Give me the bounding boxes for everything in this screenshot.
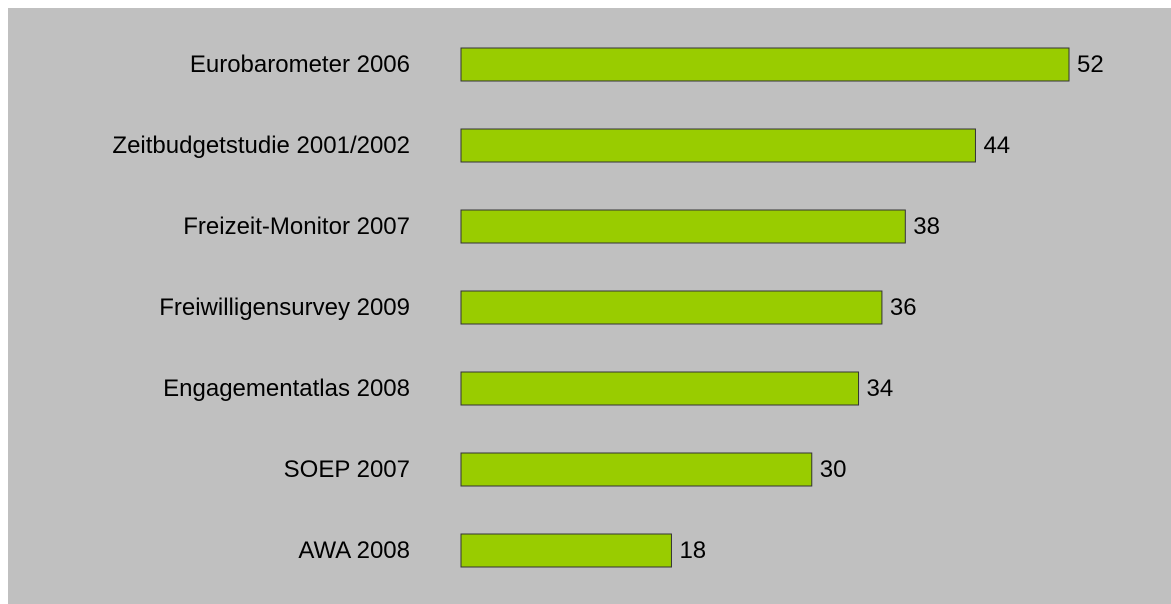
category-label: Engagementatlas 2008	[163, 375, 410, 402]
bar	[460, 452, 813, 487]
category-label: AWA 2008	[298, 537, 410, 564]
value-label: 36	[890, 294, 917, 321]
category-label: Eurobarometer 2006	[190, 51, 410, 78]
bar	[460, 290, 883, 325]
category-label: Zeitbudgetstudie 2001/2002	[112, 132, 410, 159]
bar	[460, 128, 976, 163]
category-label: SOEP 2007	[284, 456, 410, 483]
category-label: Freiwilligensurvey 2009	[159, 294, 410, 321]
value-label: 44	[983, 132, 1010, 159]
bar	[460, 47, 1070, 82]
value-label: 52	[1077, 51, 1104, 78]
category-label: Freizeit-Monitor 2007	[183, 213, 410, 240]
bar	[460, 533, 672, 568]
value-label: 34	[867, 375, 894, 402]
value-label: 38	[913, 213, 940, 240]
bar	[460, 371, 860, 406]
value-label: 18	[679, 537, 706, 564]
bar	[460, 209, 906, 244]
value-label: 30	[820, 456, 847, 483]
